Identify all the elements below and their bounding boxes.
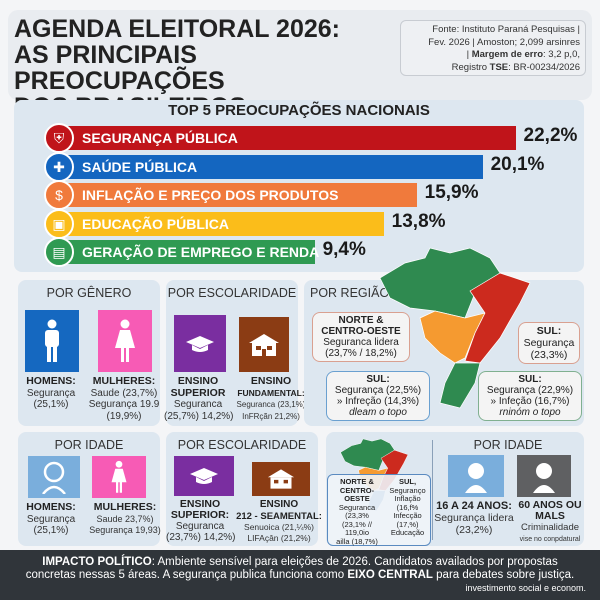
bar: GERAÇÃO DE EMPREGO E RENDA <box>68 240 319 264</box>
source-box: Fonte: Instituto Paraná Pesquisas | Fev.… <box>400 20 586 76</box>
elderly-person-icon <box>517 455 571 497</box>
bar: INFLAÇÃO E PREÇO DOS PRODUTOS <box>68 183 417 207</box>
age-panel: POR IDADE HOMENS: Segurança (25,1%) MULHER… <box>18 432 161 546</box>
map-region-norte <box>379 247 501 319</box>
medical-cross-icon: ✚ <box>44 151 74 182</box>
source-text: Fonte: Instituto Paraná Pesquisas | <box>432 24 580 35</box>
women-caption: MULHERES: Saude (23,7%) Segurança 19.9 (19,… <box>88 375 160 422</box>
young-caption: 16 A 24 ANOS: Segurança lidera (23,2%) <box>434 500 514 536</box>
title-line: AS PRINCIPAIS PREOCUPAÇÕES <box>14 41 225 95</box>
bar-value-label: 9,4% <box>322 239 366 260</box>
higher-ed-caption: ENSINO SUPERIOR: Seguranca (23,7%) 14,2%) <box>166 498 236 544</box>
callout-sul-1: SUL: Segurança (22,5%)» Infreção (14,3%) d… <box>326 371 430 421</box>
education-panel: POR ESCOLARIDADE ENSINO SUPERIOR Seguranca… <box>164 280 305 426</box>
young-person-icon <box>448 455 504 497</box>
money-bag-icon: $ <box>44 180 74 210</box>
map-region-nordeste-sudeste <box>464 272 531 364</box>
panel-title: POR ESCOLARIDADE <box>167 286 297 300</box>
school-building-icon <box>252 462 310 496</box>
bar-value-label: 15,9% <box>424 182 479 203</box>
elderly-caption: 60 ANOS OU MALS Criminalidade vise no conpd… <box>518 499 582 544</box>
panel-title: POR GÊNERO <box>46 286 132 300</box>
bar: SAÚDE PÚBLICA <box>68 154 483 179</box>
callout-sul-2: SUL: Segurança (22,9%)» Infeção (16,7%) rn… <box>478 371 582 421</box>
bar-value-label: 20,1% <box>490 153 545 175</box>
margin-text: | Margem de erro: 3,2 p,0, <box>466 49 580 60</box>
mini-region-callout: NORTE & CENTRO-OESTE Seguranca (23,3% (23,1… <box>327 474 431 546</box>
registry-text: Registro TSE: BR-00234/2026 <box>451 61 580 73</box>
panel-title: POR ESCOLARIDADE <box>177 438 307 452</box>
divider <box>432 440 433 540</box>
male-icon <box>25 310 79 372</box>
map-region-sul <box>439 362 481 409</box>
panel-title: POR REGIÃO <box>310 286 390 300</box>
men-caption: HOMENS: Segurança (25,1%) <box>26 375 76 410</box>
graduation-cap-icon <box>174 315 226 372</box>
higher-ed-caption: ENSINO SUPERIOR Seguranca (25,7%) 14,2%) <box>164 375 234 422</box>
bar-value-label: 22,2% <box>523 125 578 146</box>
woman-icon <box>92 456 146 498</box>
school-building-icon <box>239 317 289 372</box>
women-age-caption: MULHERES: Saude 23,7%) Segurança 19,93) <box>89 501 161 535</box>
chart-title: TOP 5 PREOCUPAÇÕES NACIONAIS <box>168 102 430 119</box>
brazil-map <box>379 247 531 409</box>
men-age-caption: HOMENS: Segurança (25,1%) <box>26 501 76 536</box>
man-avatar-icon <box>28 456 80 498</box>
panel-title: POR IDADE <box>54 438 124 452</box>
panel-title: POR IDADE <box>473 438 543 452</box>
bar-value-label: 13,8% <box>391 210 446 232</box>
bar: EDUCAÇÃO PÚBLICA <box>68 211 384 236</box>
gender-panel: POR GÊNERO HOMENS: Segurança (25,1%) MULHE… <box>18 280 160 426</box>
title-line: AGENDA ELEITORAL 2026: <box>14 15 341 43</box>
briefcase-icon: ▣ <box>44 208 74 239</box>
graduation-cap-icon <box>174 456 234 496</box>
fundamental-caption: ENSINO FUNDAMENTAL: Seguranca (23,1%) InFRç… <box>236 375 306 421</box>
map-region-centro-oeste <box>419 310 486 364</box>
shield-icon: ⛨ <box>44 123 74 153</box>
cash-register-icon: ▤ <box>44 237 74 267</box>
female-icon <box>98 310 152 372</box>
fundamental-caption: ENSINO 212 - SEAMENTAL: Senuoica (21,¼%) LI… <box>236 499 322 543</box>
top5-chart-panel: TOP 5 PREOCUPAÇÕES NACIONAIS ⛨ SEGURANÇA … <box>14 100 584 272</box>
education-panel-2: POR ESCOLARIDADE ENSINO SUPERIOR: Seguranc… <box>166 432 322 546</box>
callout-nordeste: SUL: Segurança (23,3%) <box>518 322 580 364</box>
bar: SEGURANÇA PÚBLICA <box>68 126 516 150</box>
source-text: Fev. 2026 | Amoston; 2,099 arsinres <box>428 36 580 48</box>
footer-impact: IMPACTO POLÍTICO: Ambiente sensível para… <box>0 550 600 600</box>
callout-norte: NORTE & CENTRO-OESTE Seguranca lidera (23,7… <box>312 312 410 362</box>
